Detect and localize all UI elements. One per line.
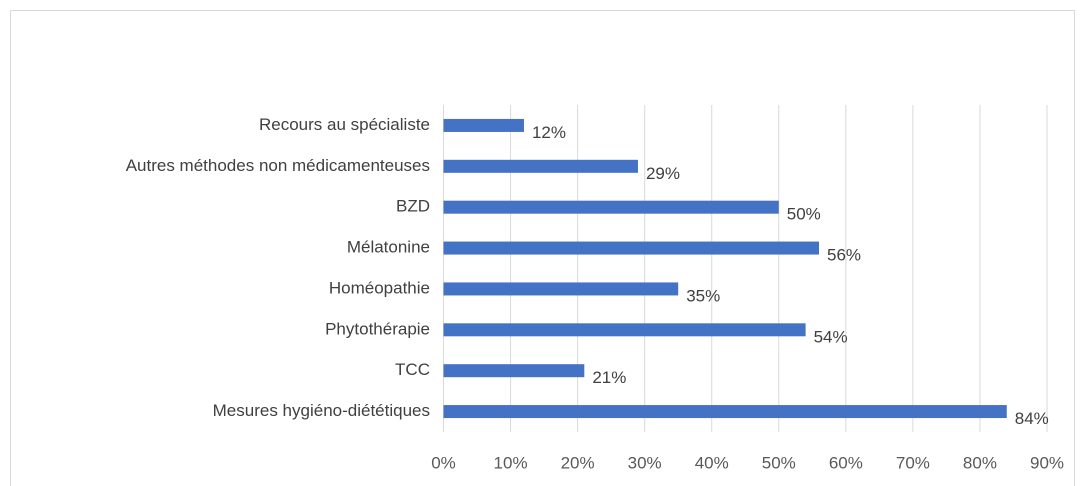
data-label: 35% [686,286,720,305]
y-tick-label: Recours au spécialiste [259,115,430,134]
bar [443,200,779,214]
x-tick-label: 30% [628,453,662,472]
data-label: 54% [814,327,848,346]
y-tick-label: Homéopathie [329,278,430,297]
bar [443,323,806,337]
y-tick-label: BZD [396,197,430,216]
data-label: 84% [1015,409,1049,428]
bar [443,118,524,132]
x-tick-label: 90% [1030,453,1064,472]
y-tick-label: Mélatonine [347,238,430,257]
data-label: 50% [787,205,821,224]
y-tick-label: Mesures hygiéno-diététiques [213,401,430,420]
bar [443,282,679,296]
bar [443,159,638,173]
x-tick-label: 10% [494,453,528,472]
data-label: 21% [592,368,626,387]
y-tick-label: Phytothérapie [325,319,430,338]
bar [443,405,1007,419]
x-tick-label: 70% [896,453,930,472]
x-tick-label: 80% [963,453,997,472]
x-tick-label: 60% [829,453,863,472]
y-tick-label: TCC [395,360,430,379]
x-tick-label: 40% [695,453,729,472]
y-tick-label: Autres méthodes non médicamenteuses [126,156,430,175]
bar [443,241,820,255]
bar [443,364,585,378]
x-tick-label: 0% [431,453,456,472]
data-label: 12% [532,123,566,142]
data-label: 29% [646,164,680,183]
x-tick-label: 50% [762,453,796,472]
data-label: 56% [827,246,861,265]
x-tick-label: 20% [561,453,595,472]
